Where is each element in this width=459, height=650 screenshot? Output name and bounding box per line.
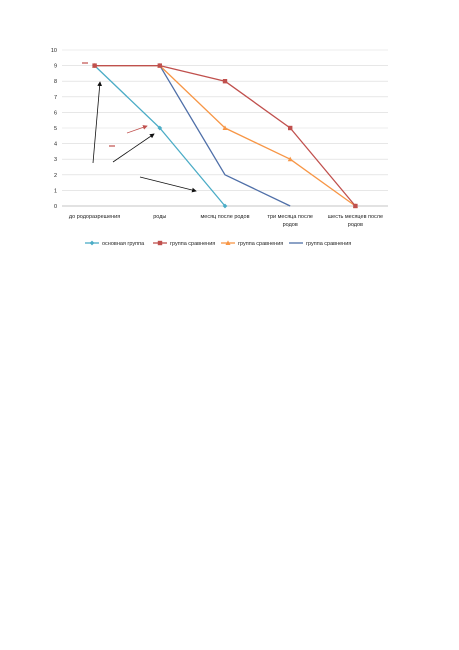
x-tick-label: родов — [348, 222, 363, 228]
series-line — [94, 64, 356, 207]
legend-label: основная группа — [102, 241, 145, 247]
data-point — [288, 125, 293, 131]
y-tick-label: 10 — [51, 48, 57, 54]
data-point — [157, 63, 162, 68]
x-tick-label: до родоразрешения — [69, 214, 120, 220]
legend-label: группа сравнения — [170, 241, 215, 247]
series-line — [94, 65, 226, 207]
series-line — [94, 64, 291, 207]
data-point — [225, 240, 231, 245]
y-tick-label: 0 — [54, 204, 57, 210]
x-tick-label: шесть месяцев после — [328, 214, 383, 220]
data-point — [287, 156, 293, 162]
x-axis-ticks: до родоразрешения роды месяц после родов тр… — [69, 214, 383, 228]
data-point — [157, 125, 163, 131]
data-point — [222, 203, 228, 209]
y-tick-label: 9 — [54, 64, 57, 70]
data-point — [353, 203, 358, 209]
y-tick-label: 2 — [54, 173, 57, 179]
data-point — [157, 240, 163, 246]
annotation-arrow — [112, 133, 155, 163]
x-tick-label: родов — [283, 222, 298, 228]
y-tick-label: 4 — [54, 142, 57, 148]
y-axis-ticks: 0 1 2 3 4 5 6 7 8 9 10 — [51, 48, 57, 210]
y-tick-label: 6 — [54, 110, 57, 116]
legend-label: группа сравнения — [238, 241, 283, 247]
legend-item: группа сравнения — [289, 241, 351, 247]
series-4 — [94, 64, 291, 207]
legend-item: группа сравнения — [221, 240, 283, 247]
annotation-arrows — [82, 62, 197, 193]
series-lines — [92, 63, 358, 209]
data-point — [222, 79, 228, 84]
series-line — [94, 64, 356, 207]
annotation-arrow — [139, 176, 197, 193]
x-tick-label: месяц после родов — [200, 214, 249, 220]
legend-item: основная группа — [85, 240, 145, 247]
series-2 — [92, 63, 358, 209]
legend-item: группа сравнения — [153, 240, 215, 247]
x-tick-label: три месяца после — [267, 214, 313, 220]
series-3 — [92, 63, 358, 208]
annotation-arrow — [126, 125, 148, 134]
x-tick-label: роды — [153, 214, 166, 220]
y-tick-label: 1 — [54, 188, 57, 194]
data-point — [89, 240, 95, 246]
y-tick-label: 5 — [54, 126, 57, 132]
y-tick-label: 3 — [54, 157, 57, 163]
annotation-arrow — [92, 81, 103, 164]
data-point — [92, 63, 97, 68]
legend: основная группа группа сравнения группа ср… — [85, 240, 351, 247]
data-point — [222, 125, 228, 130]
y-tick-label: 7 — [54, 95, 57, 101]
y-tick-label: 8 — [54, 79, 57, 85]
series-1 — [92, 63, 228, 209]
legend-label: группа сравнения — [306, 241, 351, 247]
